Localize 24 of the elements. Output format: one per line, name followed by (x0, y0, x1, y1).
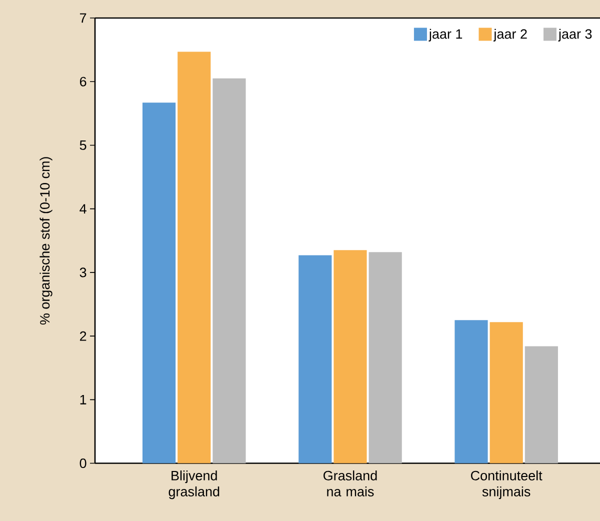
bar (298, 255, 332, 464)
bar (454, 320, 488, 464)
x-tick-label: Continuteelt snijmais (471, 470, 542, 500)
y-tick-label: 2 (80, 331, 86, 341)
legend-label: jaar 2 (493, 28, 527, 42)
x-tick-label: Grasland na mais (324, 470, 377, 496)
bar (178, 52, 211, 464)
y-tick-label: 3 (80, 268, 86, 278)
x-tick-label: Blijvend grasland (168, 470, 220, 500)
bar (142, 102, 176, 464)
y-tick-label: 6 (80, 76, 86, 86)
y-tick-label: 1 (80, 395, 86, 404)
legend-label: jaar 1 (428, 28, 462, 42)
y-axis-title: % organische stof (0-10 cm) (40, 157, 52, 325)
bar (212, 78, 246, 464)
bar (368, 252, 402, 464)
bar (524, 346, 558, 464)
y-tick-label: 5 (80, 140, 86, 150)
bar (334, 250, 367, 464)
y-tick-label: 4 (80, 204, 86, 214)
y-tick-label: 7 (80, 13, 86, 23)
y-tick-label: 0 (80, 458, 86, 468)
legend-label: jaar 3 (558, 28, 592, 42)
bar (490, 322, 523, 464)
